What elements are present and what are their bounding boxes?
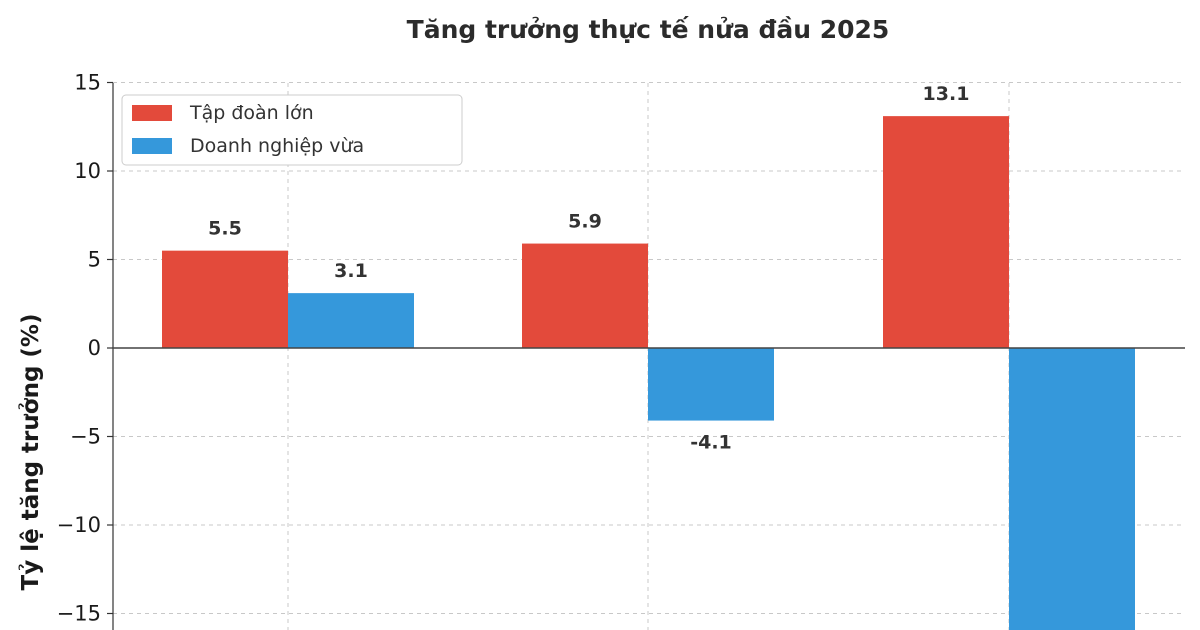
bar-doanh-nghiep-vua-2 bbox=[1009, 348, 1135, 630]
y-tick-label: 0 bbox=[88, 336, 101, 360]
y-tick-label: −15 bbox=[57, 602, 101, 626]
data-labels: 5.5 5.9 13.1 3.1 -4.1 bbox=[208, 83, 969, 453]
data-label: -4.1 bbox=[690, 432, 732, 454]
y-axis-label: Tỷ lệ tăng trưởng (%) bbox=[18, 314, 44, 591]
bar-tap-doan-lon-0 bbox=[162, 250, 288, 348]
legend-label-tap-doan-lon: Tập đoàn lớn bbox=[189, 102, 314, 124]
y-tick-label: 10 bbox=[74, 159, 101, 183]
data-label: 3.1 bbox=[334, 260, 368, 282]
bar-tap-doan-lon-1 bbox=[522, 243, 648, 348]
bar-doanh-nghiep-vua-0 bbox=[288, 293, 414, 348]
y-tick-label: −5 bbox=[70, 425, 101, 449]
data-label: 5.9 bbox=[568, 211, 602, 233]
y-tick-label: 5 bbox=[88, 248, 101, 272]
chart-title: Tăng trưởng thực tế nửa đầu 2025 bbox=[407, 15, 890, 44]
bar-doanh-nghiep-vua-1 bbox=[648, 348, 774, 421]
data-label: 5.5 bbox=[208, 218, 242, 240]
data-label: 13.1 bbox=[923, 83, 970, 105]
bar-tap-doan-lon-2 bbox=[883, 116, 1009, 348]
axes: 15 10 5 0 −5 −10 −15 bbox=[57, 71, 1185, 630]
legend-label-doanh-nghiep-vua: Doanh nghiệp vừa bbox=[190, 135, 364, 157]
legend-swatch-doanh-nghiep-vua bbox=[132, 138, 172, 154]
y-tick-label: 15 bbox=[74, 71, 101, 95]
y-tick-label: −10 bbox=[57, 513, 101, 537]
legend-box bbox=[121, 94, 463, 166]
legend: Tập đoàn lớn Doanh nghiệp vừa bbox=[121, 94, 463, 166]
legend-swatch-tap-doan-lon bbox=[132, 105, 172, 121]
bars bbox=[162, 116, 1135, 630]
